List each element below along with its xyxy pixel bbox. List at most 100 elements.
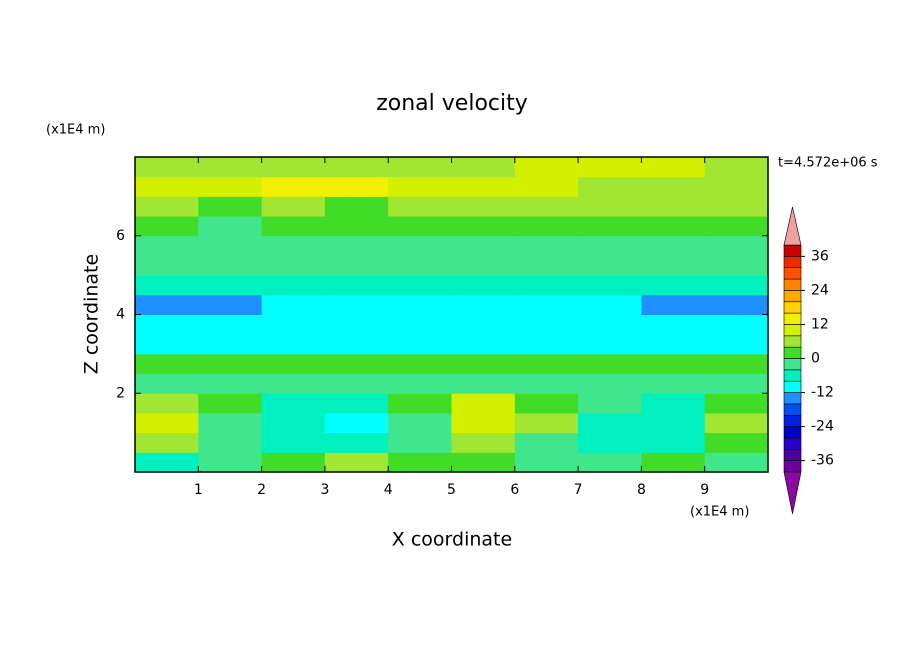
- contour-cell: [578, 235, 642, 256]
- contour-cell: [641, 393, 706, 414]
- contour-cell: [388, 235, 452, 256]
- contour-cell: [135, 235, 199, 256]
- x-unit: (x1E4 m): [690, 505, 749, 520]
- contour-cell: [514, 196, 579, 217]
- contour-cell: [641, 452, 706, 473]
- colorbar-box: [783, 278, 802, 291]
- contour-cell: [261, 235, 326, 256]
- contour-cell: [388, 157, 452, 178]
- contour-cell: [578, 373, 642, 394]
- contour-cell: [324, 235, 389, 256]
- contour-cell: [324, 314, 389, 335]
- contour-cell: [641, 334, 706, 355]
- contour-cell: [704, 275, 769, 296]
- contour-cell: [261, 216, 326, 237]
- contour-cell: [578, 176, 642, 197]
- contour-cell: [388, 216, 452, 237]
- contour-cell: [514, 412, 579, 434]
- contour-cell: [135, 334, 199, 355]
- contour-cell: [135, 294, 199, 315]
- contour-cell: [388, 452, 452, 473]
- contour-cell: [198, 157, 263, 178]
- contour-cell: [198, 373, 263, 394]
- contour-cell: [135, 216, 199, 237]
- contour-cell: [514, 294, 579, 315]
- contour-cell: [198, 255, 263, 276]
- contour-cell: [388, 176, 452, 197]
- colorbar-box: [783, 335, 802, 348]
- x-tick-label: 4: [384, 482, 393, 498]
- colorbar-box: [783, 392, 802, 405]
- contour-cell: [388, 412, 452, 434]
- x-tick-label: 1: [194, 482, 203, 498]
- contour-cell: [261, 393, 326, 414]
- contour-cell: [704, 314, 769, 335]
- colorbar-label: 36: [811, 248, 829, 264]
- contour-cell: [641, 216, 706, 237]
- contour-cell: [261, 314, 326, 335]
- contour-cell: [451, 334, 516, 355]
- colorbar-box: [783, 380, 802, 393]
- contour-cell: [451, 373, 516, 394]
- colorbar-label: 24: [811, 282, 829, 298]
- contour-cell: [578, 216, 642, 237]
- contour-cell: [704, 294, 769, 315]
- contour-cell: [135, 452, 199, 473]
- contour-cell: [135, 353, 199, 375]
- contour-cell: [578, 412, 642, 434]
- contour-cell: [451, 393, 516, 414]
- contour-cell: [388, 393, 452, 414]
- contour-cell: [641, 373, 706, 394]
- colorbar-box: [783, 312, 802, 325]
- contour-cell: [324, 353, 389, 375]
- contour-cell: [198, 314, 263, 335]
- contour-cell: [261, 452, 326, 473]
- contour-cell: [135, 432, 199, 453]
- contour-cell: [641, 196, 706, 217]
- contour-cell: [578, 275, 642, 296]
- contour-cell: [704, 432, 769, 453]
- contour-cell: [198, 393, 263, 414]
- colorbar-label: 0: [811, 351, 820, 367]
- contour-cell: [261, 255, 326, 276]
- contour-cell: [641, 314, 706, 335]
- contour-cell: [641, 294, 706, 315]
- contour-cell: [578, 393, 642, 414]
- contour-cell: [641, 235, 706, 256]
- annotation: t=4.572e+06 s: [778, 156, 878, 171]
- contour-cell: [135, 393, 199, 414]
- contour-cell: [641, 176, 706, 197]
- y-tick-label: 6: [116, 228, 125, 244]
- x-tick-label: 6: [510, 482, 519, 498]
- contour-cell: [324, 294, 389, 315]
- contour-cell: [451, 294, 516, 315]
- contour-cell: [388, 432, 452, 453]
- contour-cell: [135, 314, 199, 335]
- contour-cell: [261, 373, 326, 394]
- contour-cell: [198, 334, 263, 355]
- contour-cell: [704, 176, 769, 197]
- contour-cell: [135, 275, 199, 296]
- x-tick-label: 5: [447, 482, 456, 498]
- contour-cell: [135, 176, 199, 197]
- colorbar-box: [783, 267, 802, 280]
- contour-cell: [324, 373, 389, 394]
- contour-cell: [198, 216, 263, 237]
- contour-cell: [198, 412, 263, 434]
- contour-cell: [451, 275, 516, 296]
- chart-title: zonal velocity: [376, 91, 528, 116]
- contour-cell: [578, 157, 642, 178]
- contour-cell: [704, 393, 769, 414]
- contour-cell: [261, 412, 326, 434]
- contour-cell: [704, 353, 769, 375]
- contour-cell: [388, 334, 452, 355]
- contour-cell: [324, 255, 389, 276]
- contour-cell: [451, 235, 516, 256]
- contour-cell: [261, 196, 326, 217]
- contour-cell: [451, 216, 516, 237]
- y-tick-label: 2: [116, 385, 125, 401]
- colorbar-box: [783, 448, 802, 461]
- contour-cell: [388, 294, 452, 315]
- colorbar-box: [783, 324, 802, 337]
